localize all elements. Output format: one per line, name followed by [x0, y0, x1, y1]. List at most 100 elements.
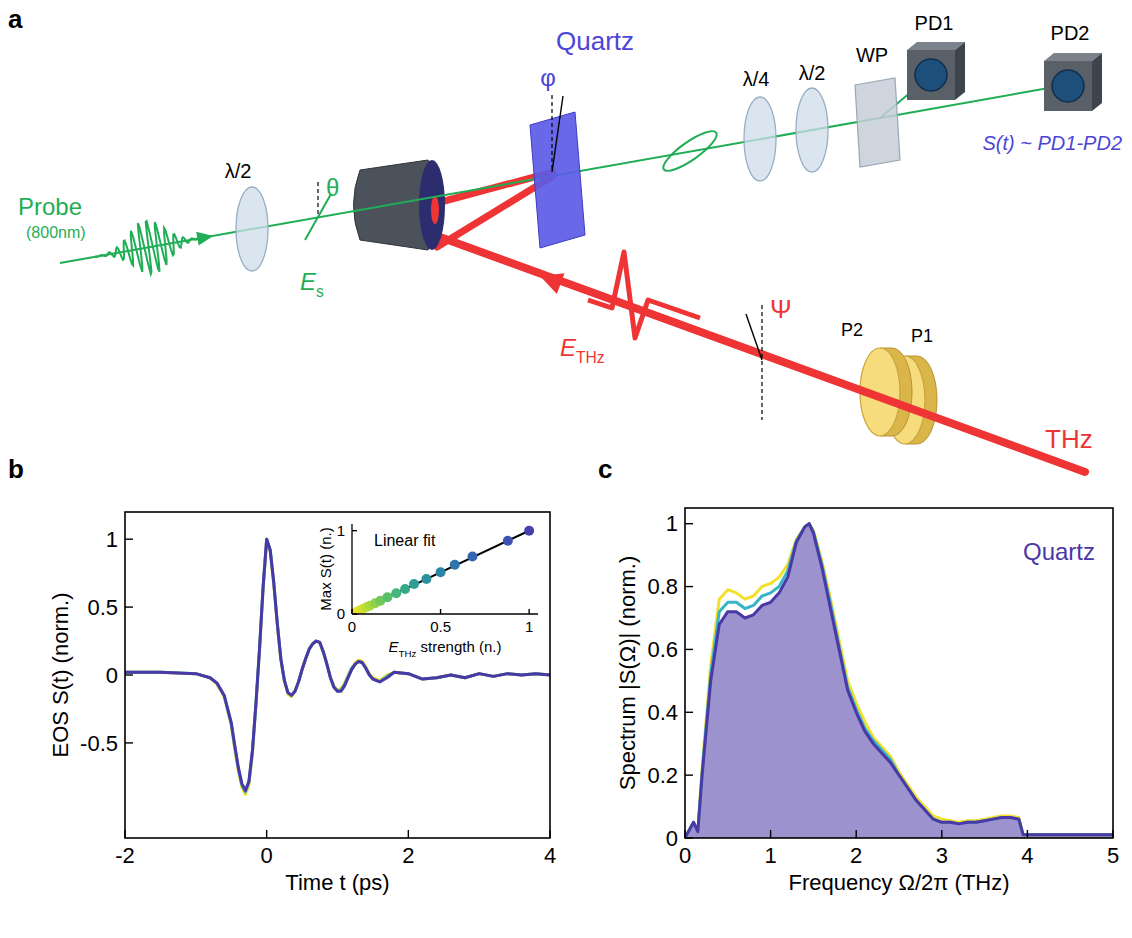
- x-tick-label: 0: [348, 618, 356, 635]
- x-tick: [266, 830, 267, 838]
- series-line: [352, 529, 533, 614]
- plot-area: [352, 526, 534, 614]
- x-tick-label: 4: [1021, 843, 1033, 868]
- text-part: THz: [399, 648, 417, 659]
- y-tick-label: 1: [337, 522, 345, 539]
- y-tick: [685, 712, 693, 713]
- area-fill: [685, 524, 1113, 838]
- scatter-point: [391, 588, 401, 598]
- x-tick: [124, 830, 125, 838]
- y-tick: [685, 774, 693, 775]
- x-tick: [684, 830, 685, 838]
- x-axis: [352, 613, 538, 614]
- y-tick: [125, 742, 133, 743]
- scatter-point: [450, 560, 460, 570]
- x-axis-title: Time t (ps): [285, 870, 389, 895]
- plot-area: [685, 524, 1113, 838]
- x-tick: [549, 830, 550, 838]
- signal-label: S(t) ~ PD1-PD2: [983, 132, 1122, 154]
- y-tick-label: 0.2: [647, 763, 678, 788]
- x-axis-title: Frequency Ω/2π (THz): [788, 870, 1009, 895]
- text-part: THz: [576, 349, 605, 366]
- waveplate-label: λ/2: [225, 160, 252, 182]
- y-tick-label: 0: [337, 605, 345, 622]
- y-tick-label: 0.8: [647, 574, 678, 599]
- x-tick: [941, 830, 942, 838]
- probe-wavelength: (800nm): [26, 224, 86, 241]
- scatter-point: [409, 579, 419, 589]
- text-part: strength (n.): [416, 638, 501, 655]
- setup-diagram: [60, 42, 1102, 472]
- polarizer-label: P2: [841, 320, 863, 340]
- photodiode-top: [1044, 53, 1102, 61]
- theta-reference: [317, 182, 318, 217]
- x-tick: [528, 609, 529, 614]
- x-tick: [351, 609, 352, 614]
- series-line: [125, 539, 550, 792]
- text-part: s: [316, 283, 324, 300]
- y-axis-title: Spectrum |S(Ω)| (norm.): [615, 556, 640, 790]
- chart: -2 0 2 4 -0.5 0 0.5 1 Time t (ps) EOS S(t) (norm.…: [48, 512, 556, 895]
- probe-field-label: Es: [300, 268, 324, 300]
- y-axis-title: EOS S(t) (norm.): [48, 592, 73, 757]
- y-tick-label: -0.5: [80, 731, 118, 756]
- y-tick: [125, 674, 133, 675]
- x-tick-label: 1: [525, 618, 533, 635]
- psi-axis: [746, 314, 762, 360]
- x-tick-label: -2: [115, 843, 135, 868]
- photodiode-label: PD1: [915, 12, 954, 34]
- x-tick-label: 0.5: [430, 618, 451, 635]
- phi-label: φ: [540, 64, 556, 91]
- series-line: [685, 524, 1113, 838]
- plot-area: [125, 539, 550, 794]
- x-tick: [408, 830, 409, 838]
- y-tick-label: 1: [666, 511, 678, 536]
- thz-arrow: [540, 273, 565, 294]
- polarization-ellipse: [659, 125, 722, 176]
- y-tick: [685, 523, 693, 524]
- mirror-face: [419, 160, 445, 250]
- panel-letter: a: [8, 4, 23, 34]
- scatter-point: [467, 552, 477, 562]
- wollaston-prism: [855, 78, 900, 167]
- x-tick-label: 1: [764, 843, 776, 868]
- probe-pulse: [95, 221, 203, 274]
- y-tick: [685, 586, 693, 587]
- waveplate: [744, 97, 776, 181]
- scatter-point: [503, 536, 513, 546]
- thz-label: THz: [1045, 424, 1093, 454]
- y-tick-label: 0.6: [647, 637, 678, 662]
- scatter-point: [524, 526, 534, 536]
- y-tick: [125, 538, 133, 539]
- y-tick-label: 1: [106, 527, 118, 552]
- y-axis: [351, 524, 352, 614]
- figure: aProbe(800nm)λ/2θEsQuartzφλ/4λ/2WPPD1PD2…: [0, 0, 1132, 938]
- x-tick-label: 2: [850, 843, 862, 868]
- photodiode-side: [955, 42, 965, 100]
- text-part: E: [560, 334, 577, 361]
- waveplate-label: λ/4: [743, 68, 770, 90]
- x-tick-label: 5: [1107, 843, 1119, 868]
- y-tick: [352, 530, 357, 531]
- y-tick: [685, 649, 693, 650]
- x-tick-label: 4: [544, 843, 556, 868]
- series-line: [125, 539, 550, 790]
- scatter-point: [400, 584, 410, 594]
- y-tick-label: 0.4: [647, 700, 678, 725]
- x-tick: [856, 830, 857, 838]
- x-tick: [1112, 830, 1113, 838]
- photodiode-top: [907, 42, 965, 50]
- y-axis-title: Max S(t) (n.): [317, 527, 334, 610]
- y-tick: [125, 606, 133, 607]
- theta-label: θ: [326, 174, 339, 201]
- x-tick-label: 2: [402, 843, 414, 868]
- phi-reference: [551, 95, 552, 172]
- x-tick-label: 0: [679, 843, 691, 868]
- x-tick: [1027, 830, 1028, 838]
- scatter-point: [436, 567, 446, 577]
- y-tick-label: 0: [106, 663, 118, 688]
- y-tick-label: 0.5: [87, 595, 118, 620]
- phi-axis: [552, 96, 563, 172]
- panel-letter: b: [8, 454, 24, 484]
- psi-reference: [761, 305, 762, 420]
